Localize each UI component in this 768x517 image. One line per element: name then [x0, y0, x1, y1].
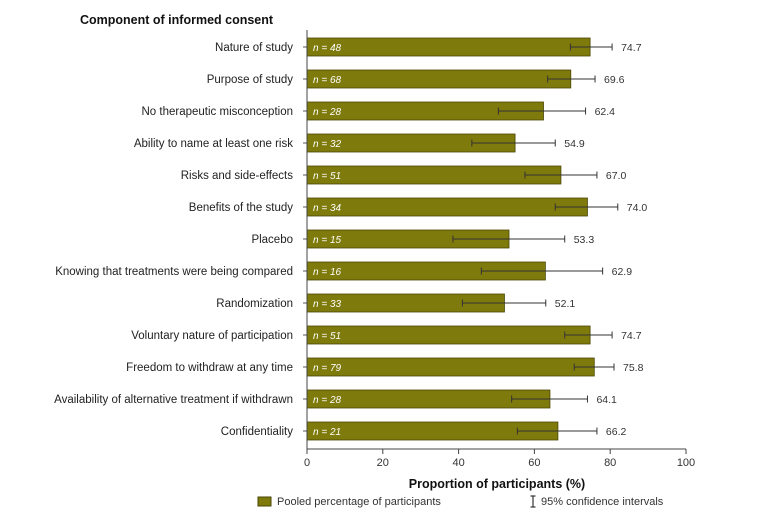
bar — [306, 197, 588, 217]
bar-row: Confidentiality n = 21 66.2 — [221, 421, 627, 441]
bar-row: Purpose of study n = 68 69.6 — [207, 69, 625, 89]
bar-row: Voluntary nature of participation n = 51 7… — [131, 325, 642, 345]
bar — [306, 165, 562, 185]
legend-ci-label: 95% confidence intervals — [541, 496, 664, 508]
x-tick-label: 60 — [528, 457, 540, 469]
x-axis-title: Proportion of participants (%) — [409, 477, 585, 491]
x-tick-label: 20 — [377, 457, 389, 469]
bar-n-label: n = 34 — [313, 203, 342, 214]
bar-row: Benefits of the study n = 34 74.0 — [189, 197, 648, 217]
bar-n-label: n = 21 — [313, 427, 341, 438]
bar-row: Randomization n = 33 52.1 — [216, 293, 576, 313]
category-label: Nature of study — [215, 42, 293, 54]
bar-n-label: n = 48 — [313, 43, 342, 54]
x-tick-label: 40 — [452, 457, 464, 469]
bar-n-label: n = 79 — [313, 363, 342, 374]
value-label: 62.4 — [595, 106, 616, 118]
value-label: 52.1 — [555, 298, 576, 310]
bar — [306, 37, 591, 57]
category-label: Availability of alternative treatment if… — [54, 394, 293, 406]
bar-n-label: n = 33 — [313, 299, 342, 310]
value-label: 69.6 — [604, 74, 625, 86]
value-label: 74.0 — [627, 202, 648, 214]
bar-row: Freedom to withdraw at any time n = 79 75.… — [126, 357, 644, 377]
bar-row: Risks and side-effects n = 51 67.0 — [181, 165, 627, 185]
value-label: 64.1 — [596, 394, 617, 406]
bar-n-label: n = 28 — [313, 395, 342, 406]
bar-row: No therapeutic misconception n = 28 62.4 — [142, 101, 616, 121]
legend-bar-swatch — [257, 496, 272, 507]
value-label: 67.0 — [606, 170, 627, 182]
bar — [306, 357, 595, 377]
category-label: Risks and side-effects — [181, 170, 294, 182]
category-label: Randomization — [216, 298, 293, 310]
bar — [306, 325, 591, 345]
legend: Pooled percentage of participants 95% co… — [257, 495, 664, 508]
bar — [306, 69, 572, 89]
category-label: Voluntary nature of participation — [131, 330, 293, 342]
category-label: Knowing that treatments were being compa… — [55, 266, 293, 278]
legend-bar-label: Pooled percentage of participants — [277, 496, 441, 508]
bar-n-label: n = 51 — [313, 171, 341, 182]
value-label: 66.2 — [606, 426, 627, 438]
x-tick-label: 80 — [604, 457, 616, 469]
bar-row: Nature of study n = 48 74.7 — [215, 37, 642, 57]
value-label: 74.7 — [621, 330, 642, 342]
category-label: Purpose of study — [207, 74, 294, 86]
x-tick-label: 0 — [304, 457, 310, 469]
category-label: Confidentiality — [221, 426, 293, 438]
bar-n-label: n = 28 — [313, 107, 342, 118]
category-label: Freedom to withdraw at any time — [126, 362, 293, 374]
x-tick-label: 100 — [677, 457, 695, 469]
bar-n-label: n = 16 — [313, 267, 342, 278]
value-label: 74.7 — [621, 42, 642, 54]
bar-row: Ability to name at least one risk n = 32 5… — [134, 133, 585, 153]
bar-n-label: n = 32 — [313, 139, 342, 150]
value-label: 62.9 — [612, 266, 633, 278]
bars-layer: Nature of study n = 48 74.7 Purpose of stud… — [54, 37, 648, 441]
category-label: Benefits of the study — [189, 202, 293, 214]
x-axis: 0 20 40 60 80 100 — [304, 30, 695, 469]
bar-row: Availability of alternative treatment if… — [54, 389, 617, 409]
category-label: Placebo — [251, 234, 293, 246]
category-label: No therapeutic misconception — [142, 106, 294, 118]
chart-header: Component of informed consent — [80, 13, 274, 27]
value-label: 75.8 — [623, 362, 644, 374]
bar-n-label: n = 15 — [313, 235, 342, 246]
value-label: 54.9 — [564, 138, 585, 150]
legend-ci-icon — [530, 495, 536, 508]
bar-row: Placebo n = 15 53.3 — [251, 229, 595, 249]
category-label: Ability to name at least one risk — [134, 138, 293, 150]
value-label: 53.3 — [574, 234, 595, 246]
bar-n-label: n = 51 — [313, 331, 341, 342]
bar-n-label: n = 68 — [313, 75, 342, 86]
bar-row: Knowing that treatments were being compa… — [55, 261, 633, 281]
